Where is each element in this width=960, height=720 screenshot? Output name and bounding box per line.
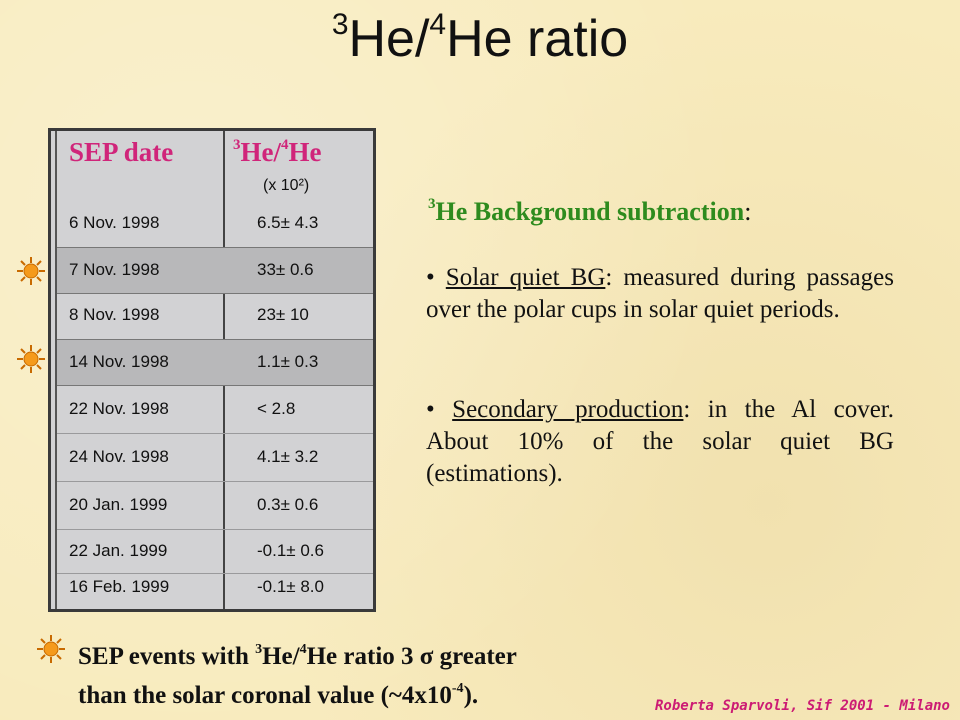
row-value: 4.1± 3.2 [257,447,319,466]
table-row-highlighted: 7 Nov. 1998 33± 0.6 [57,247,373,294]
bullet-solar-quiet: • Solar quiet BG: measured during passag… [426,264,894,323]
table-row: 16 Feb. 1999 -0.1± 8.0 [57,565,373,610]
table-row-highlighted: 14 Nov. 1998 1.1± 0.3 [57,339,373,386]
sep-table: SEP date 3He/4He (x 10²) 6 Nov. 1998 6.5… [48,128,376,612]
table-header: SEP date 3He/4He (x 10²) [51,131,373,197]
row-date: 8 Nov. 1998 [69,305,160,324]
header-ratio: 3He/4He [233,137,322,167]
row-value: 23± 10 [257,305,309,324]
header-ratio-scale: (x 10²) [263,177,310,194]
row-divider [57,481,373,482]
table-row: 6 Nov. 1998 6.5± 4.3 [57,201,373,246]
slide-title: 3He/4He ratio [331,8,629,68]
row-value: 6.5± 4.3 [257,213,319,232]
row-divider [57,529,373,530]
row-divider [57,433,373,434]
row-date: 16 Feb. 1999 [69,577,170,596]
row-date: 24 Nov. 1998 [69,447,169,466]
table-row: 24 Nov. 1998 4.1± 3.2 [57,435,373,480]
background-subtraction-heading: 3He Background subtraction: [428,196,752,226]
row-divider [57,573,373,574]
bullet-secondary-production: • Secondary production: in the Al cover.… [426,396,894,487]
author-credit: Roberta Sparvoli, Sif 2001 - Milano [654,698,950,714]
row-value: < 2.8 [257,399,296,418]
table-row: 22 Jan. 1999 -0.1± 0.6 [57,529,373,574]
row-value: -0.1± 8.0 [257,577,324,596]
table-row: 8 Nov. 1998 23± 10 [57,293,373,338]
sun-icon [17,257,45,285]
bullet-term: Secondary production [452,396,684,423]
sun-icon [37,635,65,663]
table-row: 20 Jan. 1999 0.3± 0.6 [57,483,373,528]
table-row: 22 Nov. 1998 < 2.8 [57,387,373,432]
row-value: -0.1± 0.6 [257,541,324,560]
row-value: 1.1± 0.3 [257,352,319,371]
row-date: 14 Nov. 1998 [69,352,169,371]
row-date: 22 Nov. 1998 [69,399,169,418]
row-date: 7 Nov. 1998 [69,260,160,279]
row-value: 33± 0.6 [257,260,314,279]
header-sep-date: SEP date [69,137,174,167]
row-date: 6 Nov. 1998 [69,213,160,232]
row-value: 0.3± 0.6 [257,495,319,514]
row-date: 22 Jan. 1999 [69,541,168,560]
sun-icon [17,345,45,373]
row-date: 20 Jan. 1999 [69,495,168,514]
bullet-term: Solar quiet BG [445,264,606,291]
conclusion-text: SEP events with 3He/4He ratio 3 σ greate… [78,642,517,709]
